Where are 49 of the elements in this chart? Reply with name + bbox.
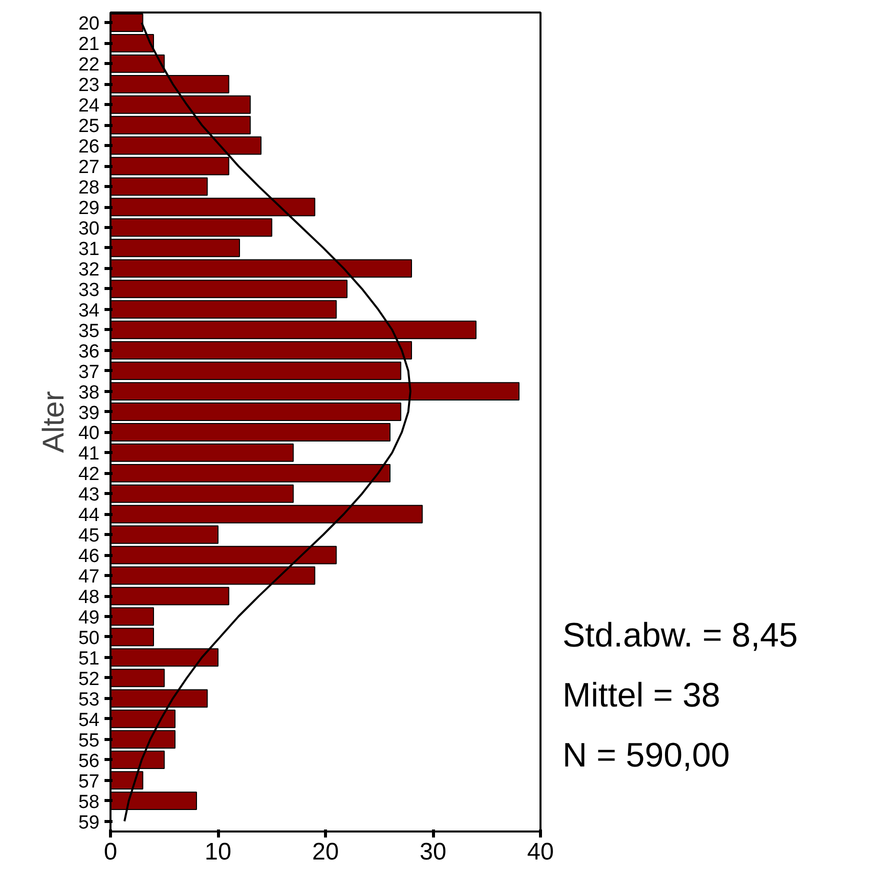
y-tick-label: 48 [78, 587, 100, 608]
y-tick-label: 59 [78, 812, 100, 834]
y-tick-label: 50 [78, 628, 100, 649]
x-tick-label: 40 [527, 838, 554, 866]
y-tick-label: 55 [78, 730, 100, 752]
y-tick-label: 33 [78, 280, 100, 301]
y-tick-label: 54 [78, 710, 100, 731]
x-tick-label: 30 [420, 838, 446, 866]
y-tick-label: 27 [78, 157, 100, 178]
y-tick-label: 35 [78, 320, 100, 342]
y-tick-label: 52 [78, 668, 100, 690]
x-tick-label: 10 [204, 838, 232, 866]
y-tick-label: 20 [78, 14, 100, 35]
y-tick-label: 24 [78, 96, 100, 117]
y-tick-label: 40 [78, 423, 100, 444]
y-tick-label: 31 [78, 238, 100, 260]
y-tick-label: 44 [78, 505, 100, 526]
x-tick-label: 20 [312, 838, 339, 866]
y-tick-label: 49 [78, 608, 100, 629]
text: Mittel = 38 [562, 676, 720, 714]
y-tick-label: 56 [78, 750, 100, 772]
y-tick-label: 39 [78, 402, 100, 424]
y-tick-label: 42 [78, 464, 100, 486]
y-tick-label: 30 [78, 218, 100, 240]
y-tick-label: 22 [78, 54, 100, 76]
y-tick-label: 29 [78, 198, 100, 220]
y-tick-label: 37 [78, 362, 100, 383]
y-tick-label: 47 [78, 566, 100, 588]
text: N = 590,00 [562, 736, 730, 774]
y-tick-label: 43 [78, 484, 100, 506]
y-tick-label: 26 [78, 136, 100, 158]
y-tick-label: 57 [78, 771, 100, 792]
y-tick-label: 53 [78, 689, 100, 710]
y-tick-label: 25 [78, 116, 100, 138]
y-tick-label: 21 [78, 34, 100, 56]
x-tick-label: 0 [104, 838, 118, 866]
y-tick-label: 32 [78, 259, 100, 280]
y-tick-label: 45 [78, 526, 100, 547]
y-tick-label: 36 [78, 341, 100, 362]
y-tick-label: 38 [78, 382, 100, 404]
y-tick-label: 23 [78, 75, 100, 96]
y-tick-label: 34 [78, 300, 100, 322]
y-tick-label: 41 [78, 444, 100, 465]
y-axis-title: Alter [37, 391, 70, 453]
y-tick-label: 51 [78, 648, 100, 670]
y-tick-label: 28 [78, 178, 100, 199]
y-tick-label: 46 [78, 546, 100, 568]
text: Std.abw. = 8,45 [562, 616, 798, 654]
y-tick-label: 58 [78, 792, 100, 813]
